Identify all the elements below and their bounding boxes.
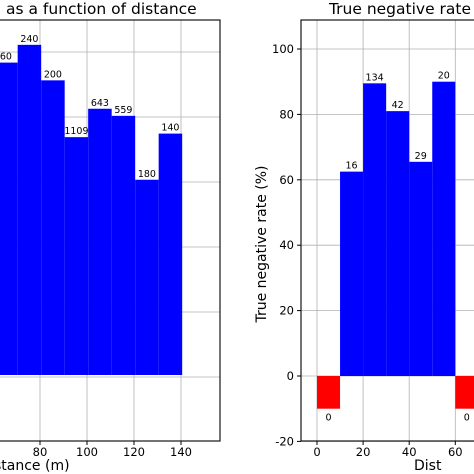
right-x-tick-labels: 0 20 40 60: [313, 441, 463, 459]
left-bar: [64, 137, 89, 375]
left-x-axis-label: stance (m): [0, 458, 70, 474]
right-bars: [317, 81, 474, 409]
left-bar: [158, 133, 183, 375]
left-bar: [88, 108, 112, 375]
left-bar-label: 559: [114, 105, 132, 116]
right-chart-title: True negative rate: [328, 0, 471, 18]
right-bar-label: 29: [415, 151, 427, 162]
left-bar-label: 200: [44, 69, 62, 80]
left-x-tick-label: 80: [33, 445, 48, 459]
right-x-tick-label: 40: [402, 445, 417, 459]
right-bar: [386, 111, 410, 376]
right-plot-frame: [300, 19, 474, 442]
right-y-tick-label: -20: [275, 434, 294, 448]
right-bar: [317, 376, 341, 409]
right-y-tick-label: 20: [279, 304, 294, 318]
left-chart: as a function of distance 90602402001109…: [0, 0, 221, 474]
right-bar-label: 134: [366, 72, 384, 83]
right-y-tick-label: 80: [279, 107, 294, 121]
right-x-tick-label: 20: [356, 445, 371, 459]
right-bar: [363, 83, 387, 377]
left-bar-label: 60: [0, 52, 12, 63]
right-bar: [455, 376, 474, 409]
left-bar: [17, 44, 42, 375]
right-x-axis-label: Dist: [414, 458, 442, 474]
left-plot-frame: [0, 19, 221, 442]
left-x-tick-label: 120: [123, 445, 145, 459]
right-bar-label: 20: [438, 71, 450, 82]
left-bar-label: 180: [138, 169, 156, 180]
right-chart: True negative rate 0 16 134 42 29 20 0 -20 0 20 4…: [254, 0, 474, 474]
right-bar: [409, 161, 433, 376]
right-y-tick-labels: -20 0 20 40 60 80 100: [272, 42, 301, 448]
left-bar-label: 240: [20, 34, 38, 45]
right-bar-label: 0: [326, 413, 332, 424]
right-y-tick-label: 0: [287, 369, 294, 383]
left-x-tick-label: 140: [170, 445, 192, 459]
left-bar: [111, 115, 136, 375]
right-bar-label: 42: [392, 100, 404, 111]
left-x-tick-label: 100: [76, 445, 98, 459]
right-x-tick-label: 0: [313, 445, 320, 459]
right-y-axis-label: True negative rate (%): [254, 166, 270, 324]
left-data-labels: 90602402001109643559180140: [0, 34, 179, 180]
right-bar: [340, 171, 364, 376]
left-bar: [41, 80, 65, 375]
right-data-labels: 0 16 134 42 29 20 0: [326, 71, 470, 424]
right-y-tick-label: 40: [279, 238, 294, 252]
left-x-tick-labels: 80 100 120 140: [33, 441, 192, 459]
left-bars: [0, 44, 183, 375]
left-bar: [0, 62, 18, 375]
left-bar: [135, 179, 159, 375]
left-bar-label: 643: [91, 98, 109, 109]
left-bar-label: 1109: [64, 126, 88, 137]
left-bar-label: 140: [161, 123, 179, 134]
right-bar: [432, 81, 456, 376]
left-chart-title: as a function of distance: [6, 0, 197, 18]
right-bar-label: 16: [346, 161, 358, 172]
right-y-tick-label: 60: [279, 173, 294, 187]
right-x-tick-label: 60: [448, 445, 463, 459]
right-y-tick-label: 100: [272, 42, 294, 56]
right-bar-label: 0: [464, 413, 470, 424]
